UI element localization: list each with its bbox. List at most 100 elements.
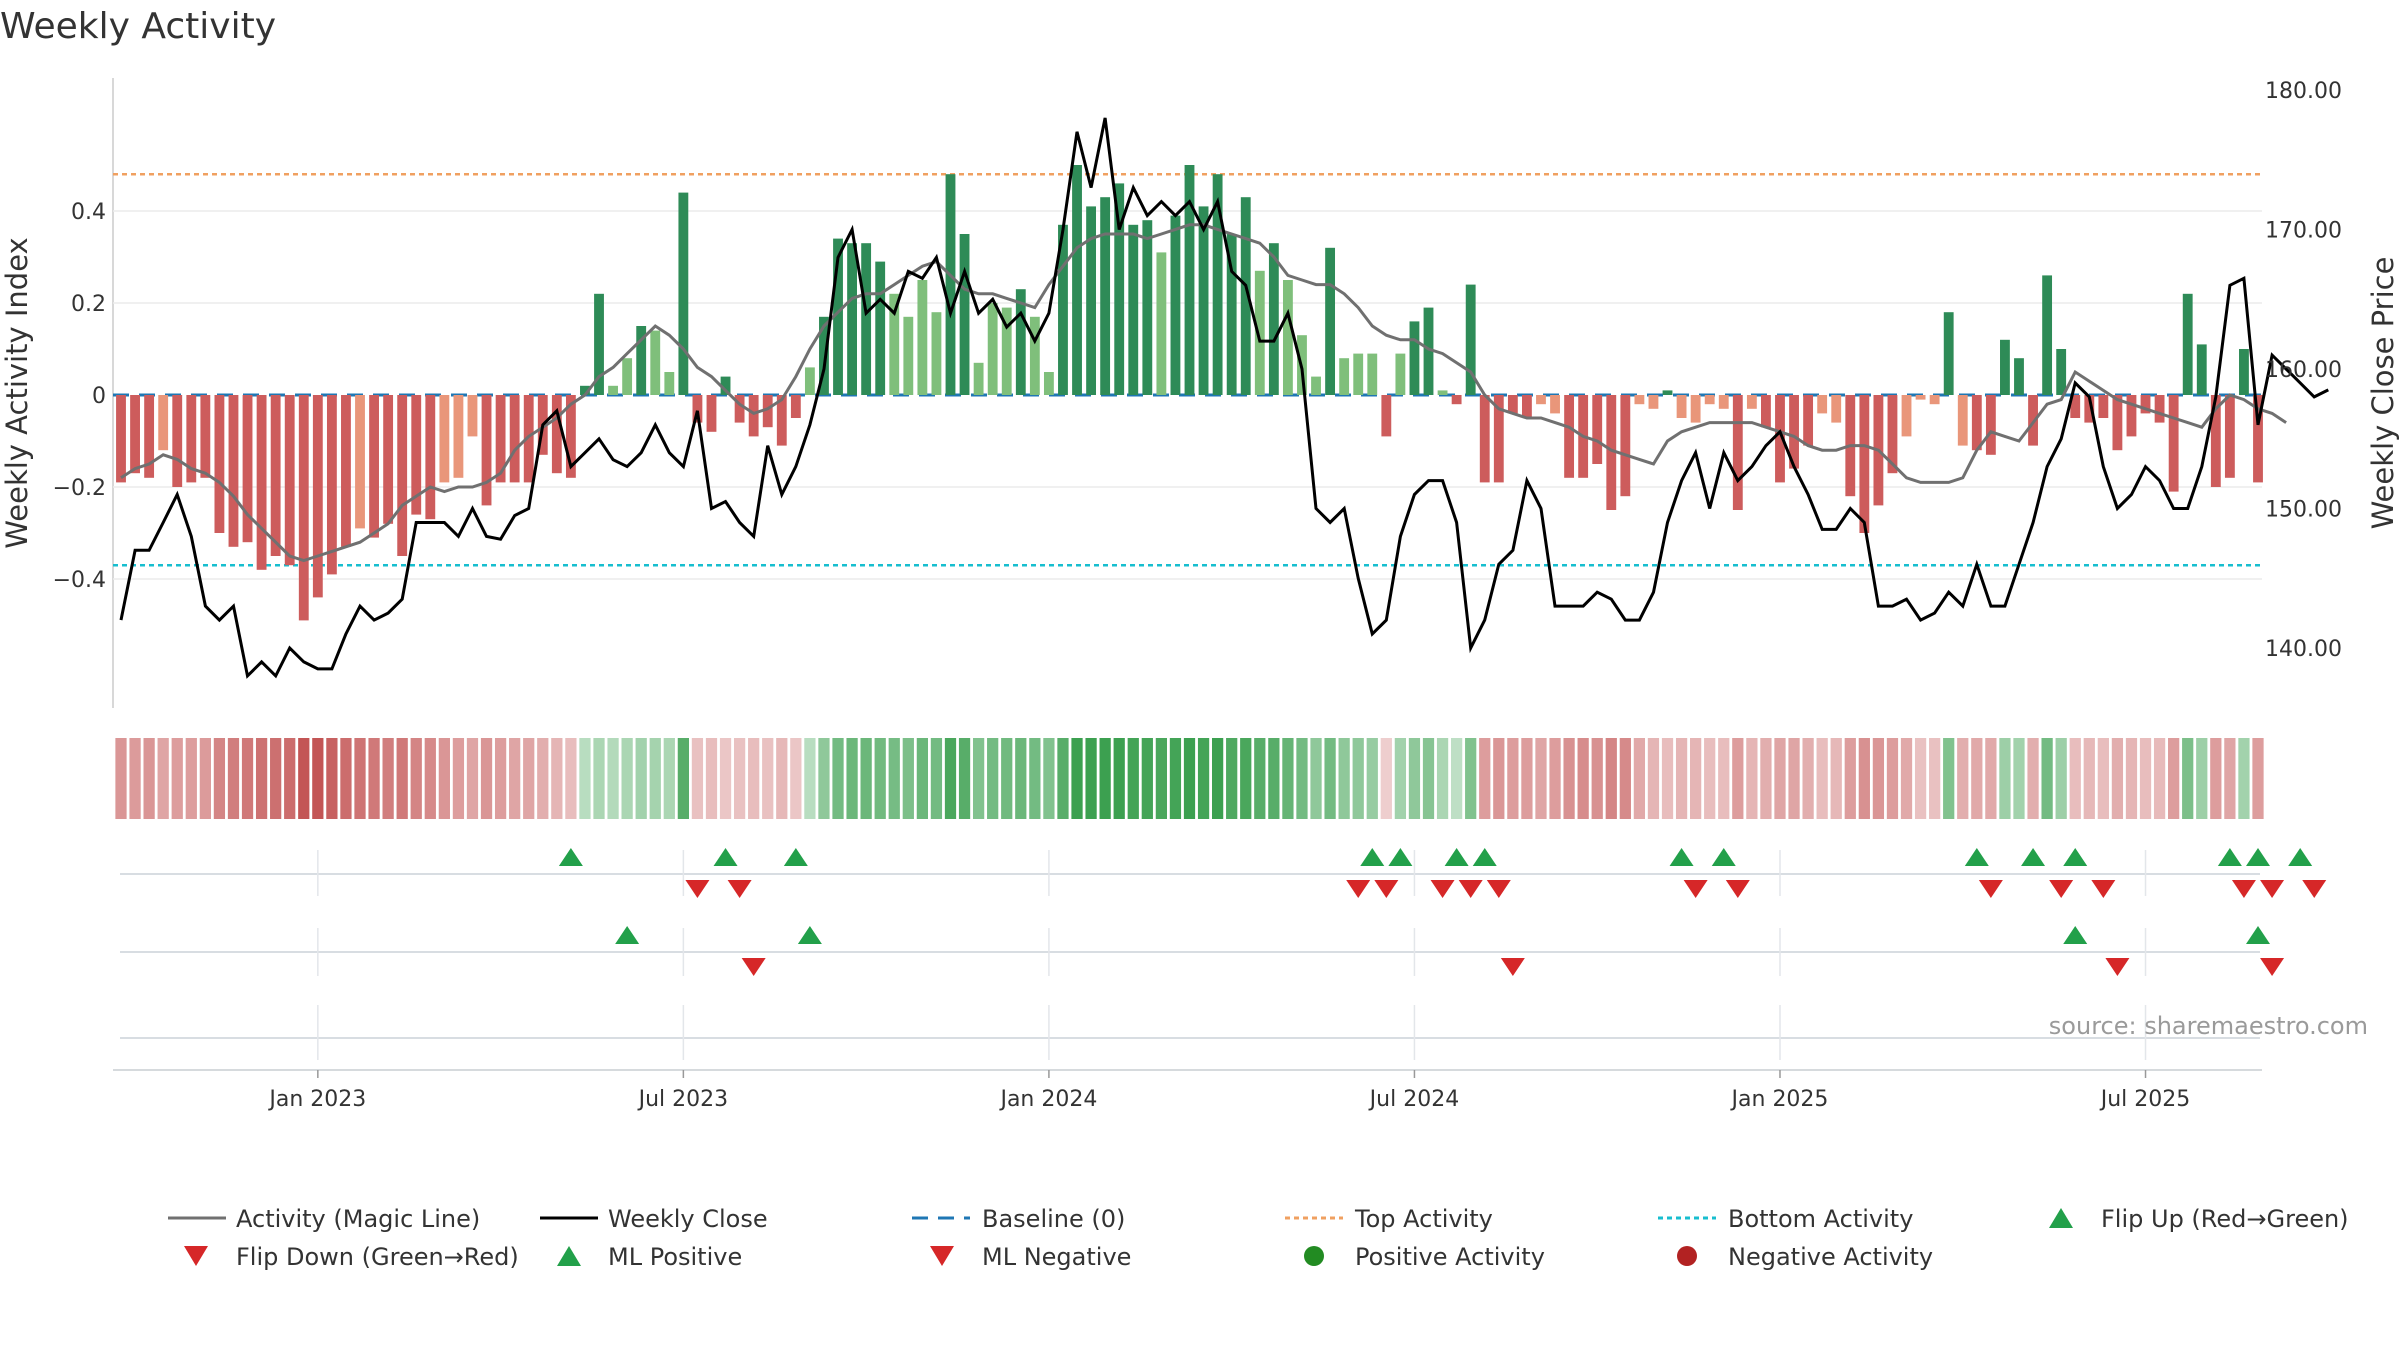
heat-strip-cell: [1015, 738, 1027, 819]
heat-strip-cell: [1071, 738, 1083, 819]
activity-bar: [2196, 344, 2207, 395]
heat-strip-cell: [2153, 738, 2166, 819]
heat-strip-cell: [677, 738, 689, 819]
heat-strip-cell: [1211, 738, 1224, 819]
activity-bar: [200, 395, 211, 478]
heat-strip-cell: [762, 738, 774, 819]
x-axis-ticks: Jan 2023 Jul 2023 Jan 2024 Jul 2024 Jan 2025…: [267, 1070, 2190, 1112]
legend-item-top-activity: Top Activity: [1285, 1205, 1493, 1233]
activity-bar: [1732, 395, 1743, 510]
weekly-close-series: [119, 117, 2329, 679]
heat-strip-cell: [2055, 738, 2067, 819]
activity-bar: [1761, 395, 1771, 428]
activity-bar: [1536, 395, 1546, 405]
heat-strip-cell: [452, 738, 465, 819]
heat-strip-cell: [2168, 738, 2180, 819]
heat-strip-cell: [2097, 738, 2109, 819]
svg-text:Negative Activity: Negative Activity: [1728, 1243, 1933, 1271]
activity-bar: [706, 395, 717, 432]
activity-bar: [1058, 224, 1068, 395]
heat-strip-cell: [958, 738, 971, 819]
activity-bars: [116, 165, 2263, 621]
activity-bar: [341, 395, 351, 547]
activity-bar: [2210, 395, 2221, 487]
heat-strip-cell: [790, 738, 802, 819]
heat-strip-cell: [1155, 738, 1168, 819]
activity-bar: [1226, 234, 1237, 395]
heat-strip-cell: [1099, 738, 1111, 819]
y-right-tick-label: 160.00: [2265, 358, 2342, 383]
x-tick-label: Jul 2025: [2099, 1087, 2191, 1112]
heat-strip-cell: [1619, 738, 1631, 819]
activity-bar: [2042, 275, 2053, 395]
activity-bar: [228, 395, 239, 547]
heat-strip-cell: [649, 738, 661, 819]
activity-bar: [1789, 395, 1799, 469]
heat-strip-cell: [537, 738, 549, 819]
heat-strip-cell: [1493, 738, 1505, 819]
heat-strip-cell: [298, 738, 310, 819]
y-right-tick-label: 150.00: [2265, 498, 2342, 523]
heat-strip-cell: [2083, 738, 2095, 819]
heat-strip-cell: [1535, 738, 1547, 819]
legend-item-flip-down: Flip Down (Green→Red): [184, 1243, 519, 1271]
activity-bar: [2084, 395, 2095, 423]
activity-bar: [987, 303, 998, 395]
heat-strip-cell: [2027, 738, 2039, 819]
activity-bar: [945, 174, 956, 395]
heat-strip-cell: [1127, 738, 1139, 819]
y-right-tick-label: 140.00: [2265, 637, 2342, 662]
heat-strip-cell: [255, 738, 268, 819]
legend-item-negative-activity: Negative Activity: [1677, 1243, 1933, 1271]
flip-down-marker: [1430, 880, 1455, 898]
activity-bar: [369, 395, 379, 538]
activity-bar: [580, 385, 590, 395]
triangle-up-icon: [557, 1246, 581, 1266]
heat-strip-cell: [396, 738, 408, 819]
heat-strip-cell: [1563, 738, 1575, 819]
heat-strip-cell: [494, 738, 507, 819]
activity-bar: [312, 395, 323, 598]
heat-strip-cell: [2252, 738, 2264, 819]
activity-bar: [1690, 395, 1701, 423]
activity-bar: [397, 395, 408, 556]
y-axis-right-label: Weekly Close Price: [2366, 257, 2400, 530]
heat-strip-cell: [1760, 738, 1772, 819]
flip-down-marker: [1374, 880, 1399, 898]
magic-line-series: [120, 223, 2287, 563]
heat-strip-cell: [1268, 738, 1280, 819]
heat-strip-cell: [1507, 738, 1519, 819]
series-lines: [119, 117, 2329, 679]
heat-strip-cell: [593, 738, 605, 819]
activity-bar: [1170, 215, 1181, 395]
activity-bar: [1901, 395, 1912, 437]
heat-strip-cell: [241, 738, 254, 819]
activity-bar: [1142, 220, 1153, 395]
heat-strip-cell: [1324, 738, 1336, 819]
heat-strip-cell: [579, 738, 591, 819]
flip-down-marker: [2302, 880, 2327, 898]
heat-strip-cell: [1816, 738, 1828, 819]
heat-strip-cell: [705, 738, 718, 819]
flip-down-marker: [727, 880, 752, 898]
heat-strip-cell: [846, 738, 858, 819]
heat-strip-cell: [565, 738, 577, 819]
heat-strip-cell: [2139, 738, 2152, 819]
activity-bar: [1353, 353, 1364, 395]
heat-strip-cell: [1858, 738, 1870, 819]
source-note: source: sharemaestro.com: [2049, 1012, 2368, 1040]
flip-up-marker: [558, 848, 583, 866]
activity-bar: [1718, 395, 1729, 409]
flip-up-marker: [1360, 848, 1385, 866]
activity-bar: [158, 395, 169, 451]
activity-bar: [495, 395, 506, 483]
flip-up-marker: [2288, 848, 2313, 866]
activity-bar: [551, 395, 562, 474]
activity-bar: [622, 358, 633, 395]
svg-text:Flip Down (Green→Red): Flip Down (Green→Red): [236, 1243, 519, 1271]
legend-item-flip-up: Flip Up (Red→Green): [2049, 1205, 2349, 1233]
heat-strip-cell: [1675, 738, 1688, 819]
flip-up-marker: [1444, 848, 1469, 866]
flip-up-marker: [1711, 848, 1736, 866]
heat-strip-cell: [312, 738, 324, 819]
